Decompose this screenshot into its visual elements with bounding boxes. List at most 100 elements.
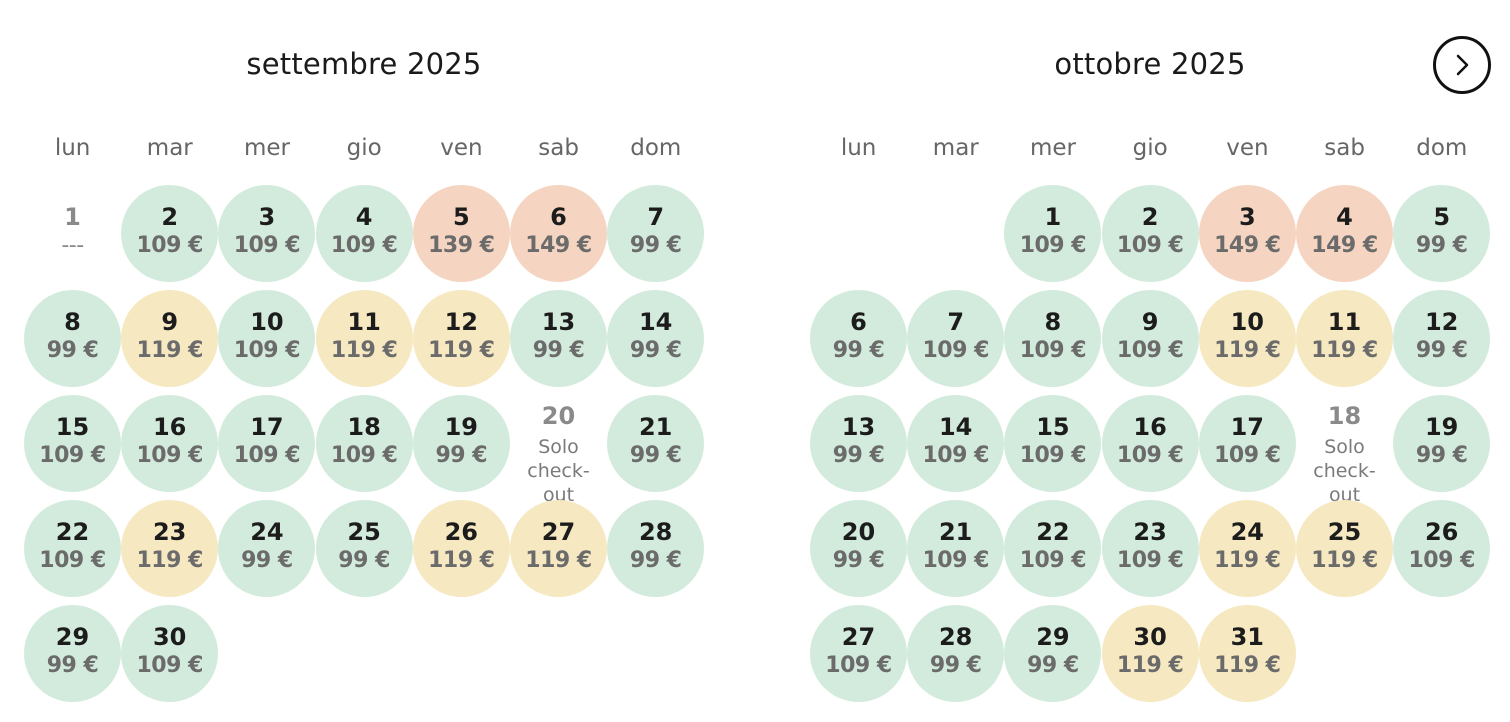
day-cell[interactable]: 11 119 € [315, 290, 413, 387]
day-cell[interactable]: 21 99 € [607, 395, 705, 492]
day-price: 119 € [1311, 548, 1378, 573]
day-cell[interactable]: 8 109 € [1004, 290, 1102, 387]
day-price: 109 € [233, 338, 301, 363]
day-number: 19 [1424, 413, 1459, 441]
day-cell[interactable]: 20 99 € [810, 500, 907, 597]
day-cell[interactable]: 7 99 € [607, 185, 705, 282]
day-price: 109 € [1116, 548, 1184, 573]
day-number: 30 [1133, 623, 1167, 651]
day-cell[interactable]: 9 109 € [1101, 290, 1199, 387]
day-cell[interactable]: 6 99 € [810, 290, 907, 387]
day-cell[interactable]: 10 109 € [218, 290, 316, 387]
day-price: 109 € [233, 233, 301, 258]
day-cell[interactable]: 22 109 € [24, 500, 121, 597]
day-cell[interactable]: 26 109 € [1393, 500, 1491, 597]
day-cell[interactable]: 14 109 € [907, 395, 1005, 492]
day-cell[interactable]: 21 109 € [907, 500, 1005, 597]
day-price: 109 € [1019, 233, 1087, 258]
day-cell[interactable]: 27 109 € [810, 605, 907, 702]
day-cell: 1 --- [24, 185, 121, 282]
day-price: 99 € [629, 233, 682, 258]
day-cell[interactable]: 28 99 € [607, 500, 705, 597]
checkout-note: Solo check-out [1313, 436, 1376, 506]
weekday-mar: mar [146, 135, 193, 161]
day-price: 99 € [338, 548, 390, 573]
day-cell[interactable]: 30 109 € [121, 605, 219, 702]
day-number: 4 [355, 203, 373, 231]
day-cell[interactable]: 28 99 € [907, 605, 1005, 702]
day-cell[interactable]: 15 109 € [24, 395, 121, 492]
next-month-button[interactable] [1433, 36, 1491, 94]
day-cell[interactable]: 25 99 € [315, 500, 413, 597]
day-number: 8 [1044, 308, 1062, 336]
day-number: 25 [347, 518, 381, 546]
day-cell[interactable]: 30 119 € [1101, 605, 1199, 702]
day-cell[interactable]: 25 119 € [1296, 500, 1393, 597]
day-cell[interactable]: 16 109 € [121, 395, 219, 492]
day-cell[interactable]: 6 149 € [510, 185, 607, 282]
day-cell[interactable]: 20 Solo check-out [510, 395, 607, 506]
day-price: 109 € [136, 233, 203, 258]
day-cell[interactable]: 29 99 € [24, 605, 121, 702]
day-cell[interactable]: 2 109 € [121, 185, 219, 282]
day-number: 10 [1230, 308, 1264, 336]
day-price: 109 € [1116, 443, 1184, 468]
day-price: 109 € [1214, 443, 1281, 468]
day-cell[interactable]: 3 109 € [218, 185, 316, 282]
day-cell[interactable]: 14 99 € [607, 290, 705, 387]
day-cell[interactable]: 5 99 € [1393, 185, 1491, 282]
day-cell[interactable]: 4 149 € [1296, 185, 1393, 282]
day-cell[interactable]: 19 99 € [412, 395, 510, 492]
day-cell[interactable]: 13 99 € [510, 290, 607, 387]
day-number: 6 [550, 203, 567, 231]
day-cell[interactable]: 7 109 € [907, 290, 1005, 387]
day-cell[interactable]: 18 Solo check-out [1296, 395, 1393, 506]
day-cell[interactable]: 2 109 € [1101, 185, 1199, 282]
day-price: 99 € [832, 338, 885, 363]
day-cell[interactable]: 23 109 € [1101, 500, 1199, 597]
day-cell[interactable]: 16 109 € [1101, 395, 1199, 492]
weekday-sab: sab [538, 135, 579, 161]
day-number: 20 [541, 402, 576, 430]
day-price: 99 € [241, 548, 293, 573]
day-cell[interactable]: 12 119 € [412, 290, 510, 387]
day-cell[interactable]: 17 109 € [218, 395, 316, 492]
day-cell[interactable]: 29 99 € [1004, 605, 1102, 702]
day-cell[interactable]: 9 119 € [121, 290, 219, 387]
day-cell[interactable]: 26 119 € [412, 500, 510, 597]
day-cell[interactable]: 5 139 € [412, 185, 510, 282]
day-cell[interactable]: 19 99 € [1393, 395, 1491, 492]
day-number: 16 [152, 413, 187, 441]
day-cell[interactable]: 18 109 € [315, 395, 413, 492]
day-cell[interactable]: 11 119 € [1296, 290, 1393, 387]
day-price: 109 € [136, 653, 203, 678]
day-number: 3 [258, 203, 276, 231]
day-cell[interactable]: 10 119 € [1198, 290, 1296, 387]
day-number: 4 [1336, 203, 1353, 231]
day-number: 3 [1238, 203, 1256, 231]
day-cell[interactable]: 24 99 € [218, 500, 316, 597]
day-cell[interactable]: 23 119 € [121, 500, 219, 597]
day-number: 1 [1044, 203, 1062, 231]
weekday-dom: dom [630, 135, 682, 161]
day-number: 6 [850, 308, 867, 336]
day-cell[interactable]: 17 109 € [1198, 395, 1296, 492]
day-cell[interactable]: 22 109 € [1004, 500, 1102, 597]
day-price: 119 € [1116, 653, 1184, 678]
day-cell[interactable]: 3 149 € [1198, 185, 1296, 282]
day-number: 21 [938, 518, 973, 546]
day-price: 109 € [1019, 443, 1087, 468]
day-number: 7 [947, 308, 965, 336]
day-price: 109 € [1408, 548, 1475, 573]
day-cell[interactable]: 27 119 € [510, 500, 607, 597]
day-cell[interactable]: 31 119 € [1198, 605, 1296, 702]
day-cell[interactable]: 24 119 € [1198, 500, 1296, 597]
day-cell[interactable]: 8 99 € [24, 290, 121, 387]
day-cell[interactable]: 1 109 € [1004, 185, 1102, 282]
day-cell[interactable]: 4 109 € [315, 185, 413, 282]
day-number: 14 [938, 413, 973, 441]
day-price: 99 € [532, 338, 585, 363]
day-cell[interactable]: 13 99 € [810, 395, 907, 492]
day-cell[interactable]: 15 109 € [1004, 395, 1102, 492]
day-cell[interactable]: 12 99 € [1393, 290, 1491, 387]
